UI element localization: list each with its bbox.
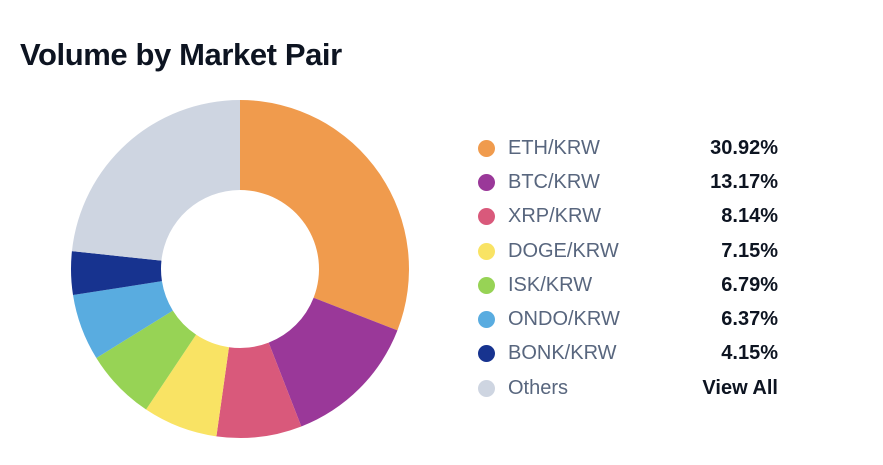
legend-value-xrp-krw: 8.14% (721, 205, 778, 228)
donut-slice-eth-krw[interactable] (240, 100, 409, 331)
legend-row-others: Others View All (478, 371, 778, 405)
market-pair-legend: ETH/KRW 30.92% BTC/KRW 13.17% XRP/KRW 8.14% DO… (478, 131, 778, 405)
legend-value-eth-krw: 30.92% (710, 136, 778, 159)
legend-row-eth-krw: ETH/KRW 30.92% (478, 131, 778, 165)
legend-color-dot-xrp-krw (478, 208, 495, 226)
donut-slice-bonk-krw[interactable] (70, 251, 162, 296)
legend-row-doge-krw: DOGE/KRW 7.15% (478, 234, 778, 268)
legend-color-dot-btc-krw (478, 173, 495, 191)
legend-color-dot-ondo-krw (478, 311, 495, 329)
donut-slice-isk-krw[interactable] (96, 310, 197, 410)
legend-color-dot-bonk-krw (478, 345, 495, 363)
legend-row-isk-krw: ISK/KRW 6.79% (478, 268, 778, 302)
legend-label-ondo-krw: ONDO/KRW (508, 308, 620, 331)
legend-row-xrp-krw: XRP/KRW 8.14% (478, 200, 778, 234)
donut-slice-btc-krw[interactable] (268, 297, 398, 427)
legend-value-bonk-krw: 4.15% (721, 342, 778, 365)
legend-label-others: Others (508, 376, 569, 399)
donut-slice-ondo-krw[interactable] (73, 281, 173, 359)
legend-color-dot-others (478, 379, 495, 397)
donut-slice-doge-krw[interactable] (146, 334, 229, 437)
legend-value-ondo-krw: 6.37% (721, 308, 778, 331)
legend-label-xrp-krw: XRP/KRW (508, 205, 601, 228)
legend-row-btc-krw: BTC/KRW 13.17% (478, 165, 778, 199)
legend-row-bonk-krw: BONK/KRW 4.15% (478, 337, 778, 371)
legend-label-doge-krw: DOGE/KRW (508, 239, 619, 262)
legend-value-doge-krw: 7.15% (721, 239, 778, 262)
view-all-link[interactable]: View All (702, 376, 778, 399)
donut-slice-xrp-krw[interactable] (216, 342, 302, 438)
legend-color-dot-eth-krw (478, 139, 495, 157)
page-title: Volume by Market Pair (20, 36, 342, 72)
legend-row-ondo-krw: ONDO/KRW 6.37% (478, 302, 778, 336)
donut-slice-others[interactable] (71, 100, 240, 261)
legend-color-dot-isk-krw (478, 276, 495, 294)
legend-label-eth-krw: ETH/KRW (508, 136, 600, 159)
legend-value-isk-krw: 6.79% (721, 273, 778, 296)
legend-color-dot-doge-krw (478, 242, 495, 260)
legend-label-btc-krw: BTC/KRW (508, 170, 600, 193)
legend-label-isk-krw: ISK/KRW (508, 273, 593, 296)
volume-donut-chart (70, 100, 409, 438)
legend-label-bonk-krw: BONK/KRW (508, 342, 617, 365)
legend-value-btc-krw: 13.17% (710, 170, 778, 193)
